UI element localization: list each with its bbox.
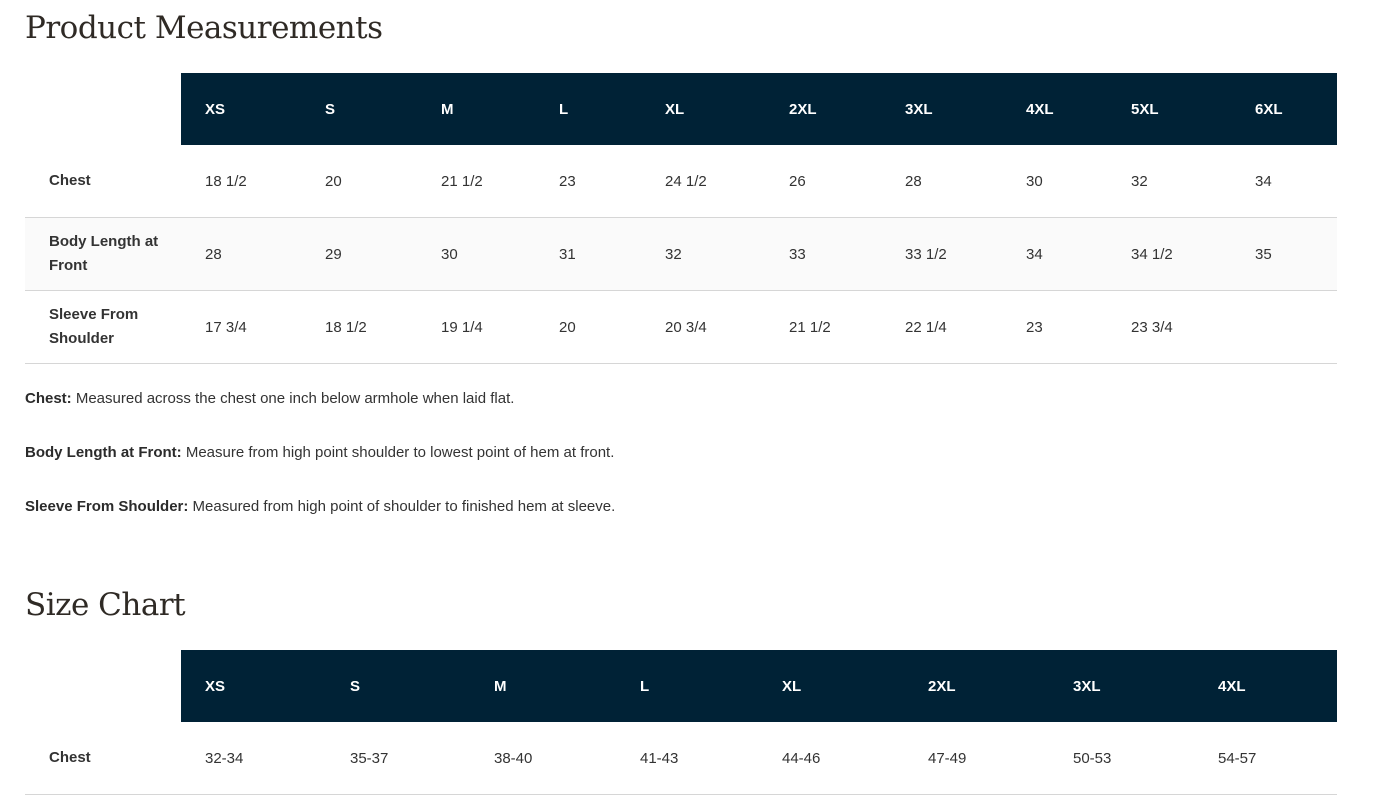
size-header: M [417, 73, 535, 145]
measurement-cell: 23 3/4 [1107, 290, 1231, 364]
measurement-cell: 18 1/2 [301, 290, 417, 364]
section-title: Product Measurements [25, 10, 383, 46]
note: Sleeve From Shoulder: Measured from high… [25, 498, 1337, 552]
table-row: Chest 32-34 35-37 38-40 41-43 44-46 47-49 50-53… [25, 722, 1337, 795]
measurement-cell: 41-43 [616, 722, 758, 795]
measurement-cell: 47-49 [904, 722, 1049, 795]
note-text: Measure from high point shoulder to lowe… [181, 444, 615, 461]
table-row: Body Length at Front 28 29 30 31 32 33 33 1/2 34… [25, 217, 1337, 291]
measurement-cell: 32 [641, 217, 765, 291]
measurement-cell: 34 [1002, 217, 1107, 291]
measurement-cell: 26 [765, 145, 881, 218]
size-header: 4XL [1194, 650, 1337, 722]
measurement-cell: 34 [1231, 145, 1337, 218]
row-label: Body Length at Front [25, 217, 181, 291]
size-header: XS [181, 650, 326, 722]
measurement-cell: 23 [535, 145, 641, 218]
size-header: XS [181, 73, 301, 145]
measurement-cell: 24 1/2 [641, 145, 765, 218]
size-header: 2XL [765, 73, 881, 145]
size-header: XL [758, 650, 904, 722]
size-header: XL [641, 73, 765, 145]
measurement-notes: Chest: Measured across the chest one inc… [25, 390, 1337, 552]
size-header: L [535, 73, 641, 145]
measurement-cell: 50-53 [1049, 722, 1194, 795]
product-measurements-section: Product Measurements XS S M L XL 2XL 3XL 4XL 5XL… [25, 10, 1337, 552]
measurement-cell: 20 [301, 145, 417, 218]
measurement-cell: 33 [765, 217, 881, 291]
size-header: 3XL [881, 73, 1002, 145]
size-header: 2XL [904, 650, 1049, 722]
note-term: Body Length at Front: [25, 444, 182, 461]
corner-cell [25, 73, 181, 145]
measurement-cell: 22 1/4 [881, 290, 1002, 364]
note-term: Chest: [25, 390, 72, 407]
table-row: Chest 18 1/2 20 21 1/2 23 24 1/2 26 28 30 32 34 [25, 145, 1337, 218]
measurement-cell: 38-40 [470, 722, 616, 795]
row-label: Chest [25, 722, 181, 795]
size-header: 5XL [1107, 73, 1231, 145]
size-header: 4XL [1002, 73, 1107, 145]
measurement-cell: 28 [881, 145, 1002, 218]
measurement-cell: 30 [417, 217, 535, 291]
note: Body Length at Front: Measure from high … [25, 444, 1337, 498]
measurement-cell: 28 [181, 217, 301, 291]
size-chart-table: XS S M L XL 2XL 3XL 4XL Chest 32-34 35-37 38-40 41-… [25, 650, 1337, 795]
measurement-cell: 32-34 [181, 722, 326, 795]
measurement-cell: 21 1/2 [765, 290, 881, 364]
measurement-cell: 17 3/4 [181, 290, 301, 364]
measurement-cell: 21 1/2 [417, 145, 535, 218]
measurement-cell: 32 [1107, 145, 1231, 218]
measurement-cell: 35 [1231, 217, 1337, 291]
measurement-cell: 20 3/4 [641, 290, 765, 364]
size-chart-section: Size Chart XS S M L XL 2XL 3XL 4XL Chest 32-34 35… [25, 587, 1337, 795]
section-title: Size Chart [25, 587, 186, 623]
size-header: 6XL [1231, 73, 1337, 145]
row-label: Chest [25, 145, 181, 218]
row-label: Sleeve From Shoulder [25, 290, 181, 364]
measurement-cell: 34 1/2 [1107, 217, 1231, 291]
size-header: M [470, 650, 616, 722]
size-header: L [616, 650, 758, 722]
size-header: S [301, 73, 417, 145]
measurement-cell: 44-46 [758, 722, 904, 795]
measurement-cell: 19 1/4 [417, 290, 535, 364]
table-row: Sleeve From Shoulder 17 3/4 18 1/2 19 1/4 20… [25, 290, 1337, 364]
measurement-cell: 30 [1002, 145, 1107, 218]
note-text: Measured across the chest one inch below… [71, 390, 515, 407]
size-header: S [326, 650, 470, 722]
size-header: 3XL [1049, 650, 1194, 722]
note: Chest: Measured across the chest one inc… [25, 390, 1337, 444]
measurements-table: XS S M L XL 2XL 3XL 4XL 5XL 6XL Chest 18 1/2 20 21 1… [25, 73, 1337, 364]
measurement-cell: 18 1/2 [181, 145, 301, 218]
corner-cell [25, 650, 181, 722]
measurement-cell: 23 [1002, 290, 1107, 364]
measurement-cell: 54-57 [1194, 722, 1337, 795]
measurement-cell: 33 1/2 [881, 217, 1002, 291]
note-text: Measured from high point of shoulder to … [188, 498, 616, 515]
measurement-cell: 29 [301, 217, 417, 291]
measurement-cell: 35-37 [326, 722, 470, 795]
measurement-cell: 31 [535, 217, 641, 291]
note-term: Sleeve From Shoulder: [25, 498, 189, 515]
measurement-cell: 20 [535, 290, 641, 364]
measurement-cell [1231, 290, 1337, 364]
